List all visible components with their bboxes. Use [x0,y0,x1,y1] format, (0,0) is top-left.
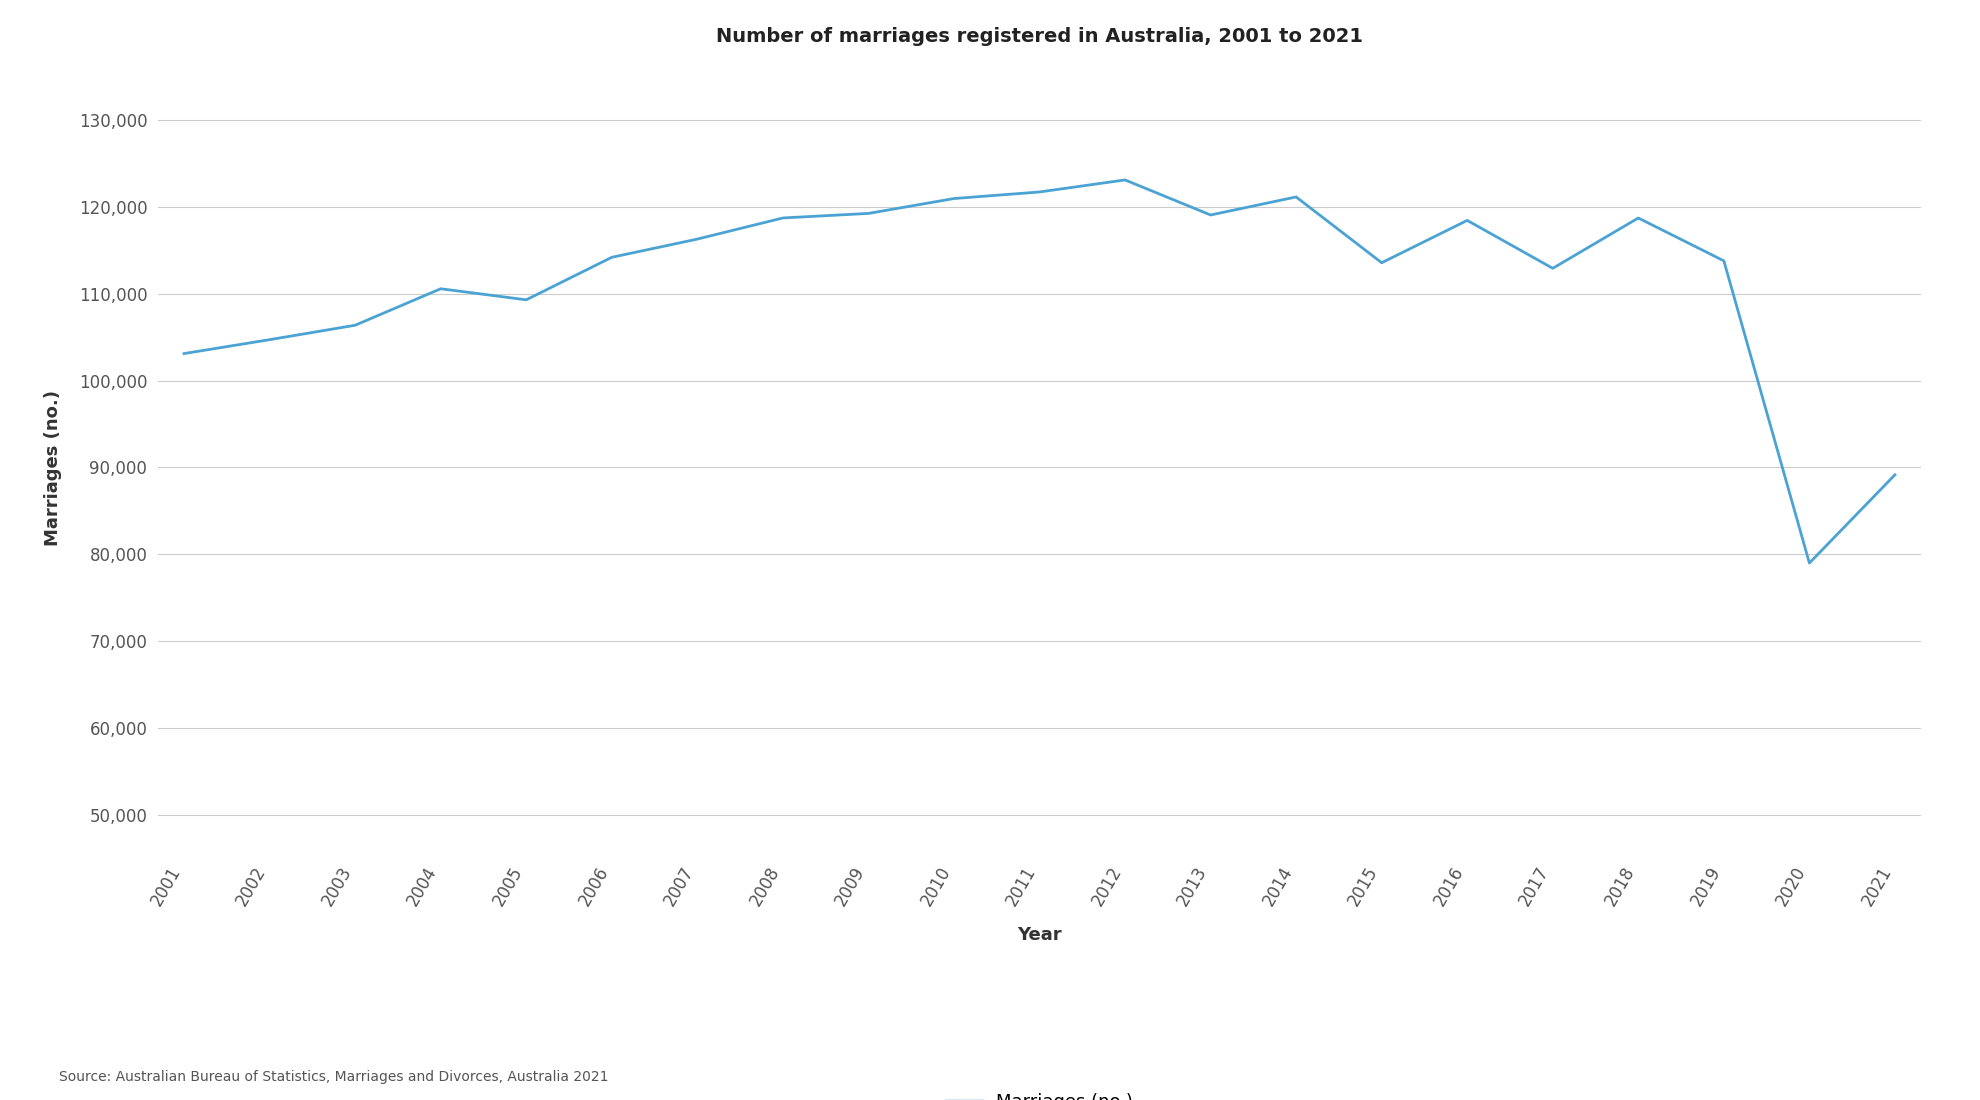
Text: Source: Australian Bureau of Statistics, Marriages and Divorces, Australia 2021: Source: Australian Bureau of Statistics,… [59,1069,610,1084]
Legend: Marriages (no.): Marriages (no.) [939,1086,1140,1100]
Y-axis label: Marriages (no.): Marriages (no.) [44,389,61,546]
X-axis label: Year: Year [1018,926,1061,944]
Title: Number of marriages registered in Australia, 2001 to 2021: Number of marriages registered in Austra… [717,28,1362,46]
